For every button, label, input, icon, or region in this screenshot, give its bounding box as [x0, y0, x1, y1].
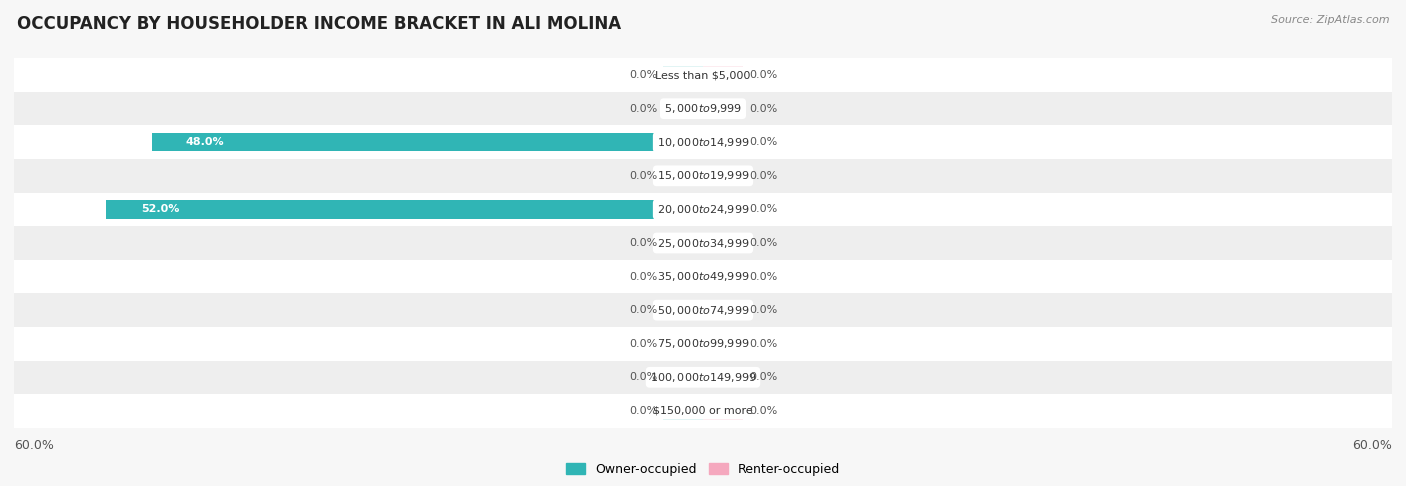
Text: 0.0%: 0.0%	[749, 171, 778, 181]
Text: $35,000 to $49,999: $35,000 to $49,999	[657, 270, 749, 283]
Bar	[152, 133, 703, 152]
Text: OCCUPANCY BY HOUSEHOLDER INCOME BRACKET IN ALI MOLINA: OCCUPANCY BY HOUSEHOLDER INCOME BRACKET …	[17, 15, 621, 33]
Text: 52.0%: 52.0%	[142, 205, 180, 214]
Text: 0.0%: 0.0%	[749, 406, 778, 416]
Bar	[14, 361, 1392, 394]
Bar	[14, 327, 1392, 361]
Text: 0.0%: 0.0%	[749, 238, 778, 248]
Text: 60.0%: 60.0%	[14, 439, 53, 452]
Bar	[662, 401, 703, 420]
Legend: Owner-occupied, Renter-occupied: Owner-occupied, Renter-occupied	[561, 457, 845, 481]
Bar	[703, 267, 744, 286]
Text: 0.0%: 0.0%	[749, 372, 778, 382]
Bar	[14, 159, 1392, 192]
Bar	[662, 234, 703, 252]
Text: 0.0%: 0.0%	[749, 339, 778, 349]
Text: $100,000 to $149,999: $100,000 to $149,999	[650, 371, 756, 384]
Bar	[662, 368, 703, 386]
Bar	[703, 234, 744, 252]
Text: 0.0%: 0.0%	[749, 272, 778, 281]
Text: Source: ZipAtlas.com: Source: ZipAtlas.com	[1271, 15, 1389, 25]
Text: $75,000 to $99,999: $75,000 to $99,999	[657, 337, 749, 350]
Text: 0.0%: 0.0%	[628, 104, 657, 114]
Bar	[703, 401, 744, 420]
Bar	[14, 260, 1392, 294]
Bar	[14, 125, 1392, 159]
Bar	[703, 301, 744, 319]
Text: $5,000 to $9,999: $5,000 to $9,999	[664, 102, 742, 115]
Text: $20,000 to $24,999: $20,000 to $24,999	[657, 203, 749, 216]
Text: 0.0%: 0.0%	[628, 372, 657, 382]
Bar	[703, 133, 744, 152]
Text: 0.0%: 0.0%	[749, 104, 778, 114]
Text: 0.0%: 0.0%	[749, 70, 778, 80]
Bar	[662, 334, 703, 353]
Text: 0.0%: 0.0%	[628, 70, 657, 80]
Bar	[703, 334, 744, 353]
Text: $150,000 or more: $150,000 or more	[654, 406, 752, 416]
Bar	[703, 368, 744, 386]
Text: $25,000 to $34,999: $25,000 to $34,999	[657, 237, 749, 249]
Bar	[662, 100, 703, 118]
Bar	[703, 200, 744, 219]
Text: 0.0%: 0.0%	[628, 339, 657, 349]
Bar	[662, 167, 703, 185]
Bar	[105, 200, 703, 219]
Text: 60.0%: 60.0%	[1353, 439, 1392, 452]
Text: Less than $5,000: Less than $5,000	[655, 70, 751, 80]
Text: $15,000 to $19,999: $15,000 to $19,999	[657, 169, 749, 182]
Text: $50,000 to $74,999: $50,000 to $74,999	[657, 304, 749, 317]
Bar	[662, 66, 703, 85]
Bar	[14, 226, 1392, 260]
Bar	[14, 294, 1392, 327]
Text: 0.0%: 0.0%	[628, 305, 657, 315]
Text: 0.0%: 0.0%	[749, 137, 778, 147]
Text: 0.0%: 0.0%	[628, 406, 657, 416]
Bar	[703, 66, 744, 85]
Bar	[662, 301, 703, 319]
Bar	[703, 100, 744, 118]
Text: 0.0%: 0.0%	[628, 238, 657, 248]
Text: 0.0%: 0.0%	[749, 305, 778, 315]
Text: 0.0%: 0.0%	[749, 205, 778, 214]
Bar	[14, 192, 1392, 226]
Text: 0.0%: 0.0%	[628, 171, 657, 181]
Bar	[703, 167, 744, 185]
Bar	[14, 58, 1392, 92]
Bar	[14, 394, 1392, 428]
Bar	[662, 267, 703, 286]
Text: $10,000 to $14,999: $10,000 to $14,999	[657, 136, 749, 149]
Bar	[14, 92, 1392, 125]
Text: 0.0%: 0.0%	[628, 272, 657, 281]
Text: 48.0%: 48.0%	[186, 137, 224, 147]
